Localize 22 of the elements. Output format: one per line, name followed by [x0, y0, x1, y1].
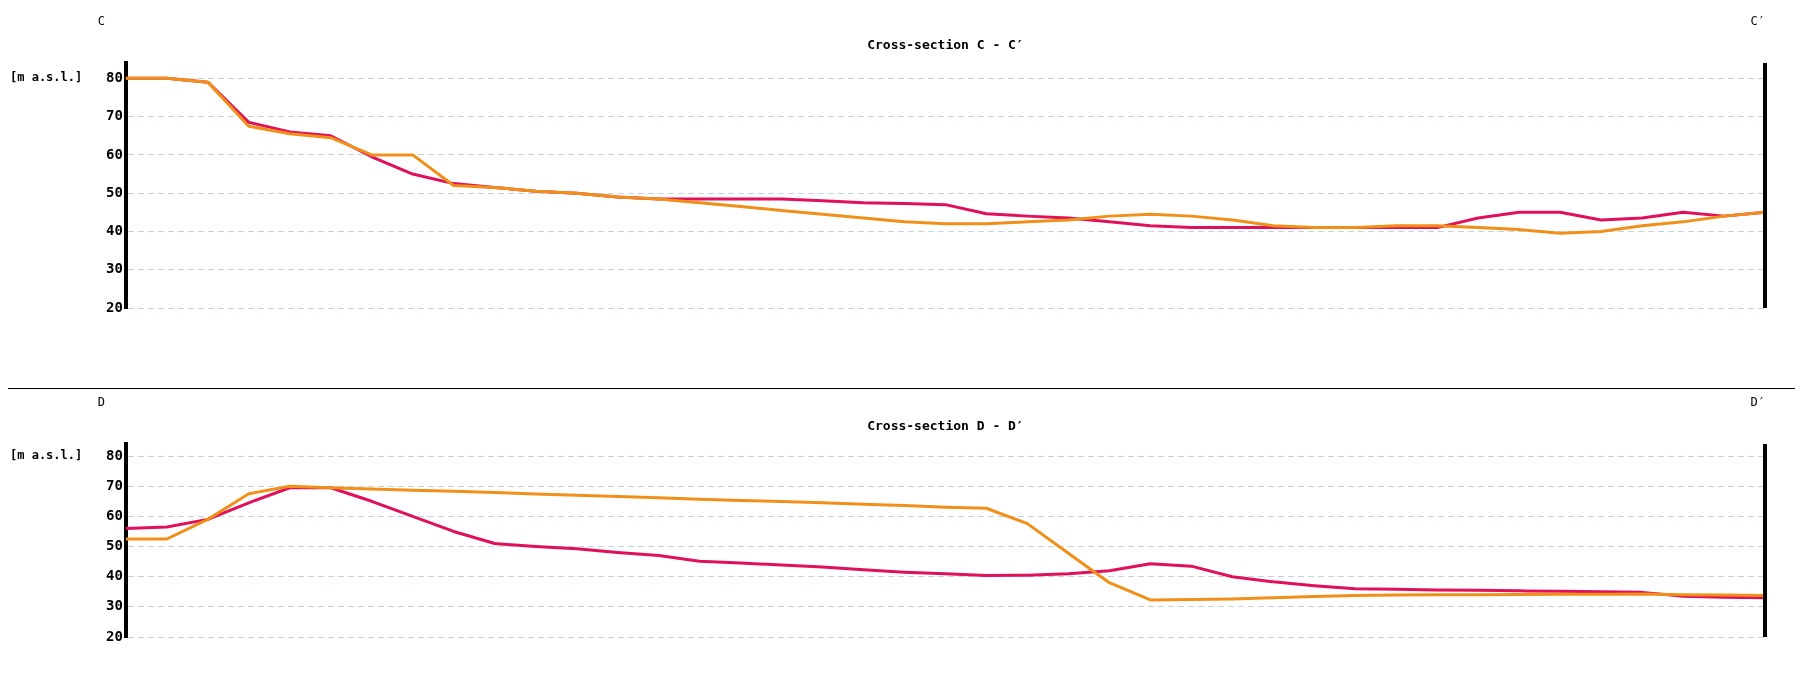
y-tick-label: 30: [106, 597, 123, 614]
y-tick-label: 70: [106, 107, 123, 124]
y-tick-label: 30: [106, 260, 123, 277]
y-tick-label: 80: [106, 446, 123, 463]
y-axis-title: [m a.s.l.]: [10, 448, 83, 463]
y-tick-label: 50: [106, 537, 123, 554]
y-tick-label: 40: [106, 222, 123, 239]
text: D′: [1750, 395, 1765, 410]
y-tick-label: 20: [106, 298, 123, 315]
text: D: [97, 395, 106, 410]
y-tick-label: 60: [106, 507, 123, 524]
y-tick-label: 60: [106, 145, 123, 162]
text: C′: [1750, 14, 1765, 29]
y-tick-label: 20: [106, 627, 123, 644]
chart-title: Cross-section D - D′: [867, 418, 1024, 434]
y-tick-label: 70: [106, 476, 123, 493]
y-tick-label: 80: [106, 68, 123, 85]
text: C: [97, 14, 106, 29]
y-tick-label: 50: [106, 183, 123, 200]
chart-title: Cross-section C - C′: [867, 37, 1024, 53]
y-tick-label: 40: [106, 567, 123, 584]
y-axis-title: [m a.s.l.]: [10, 70, 83, 85]
